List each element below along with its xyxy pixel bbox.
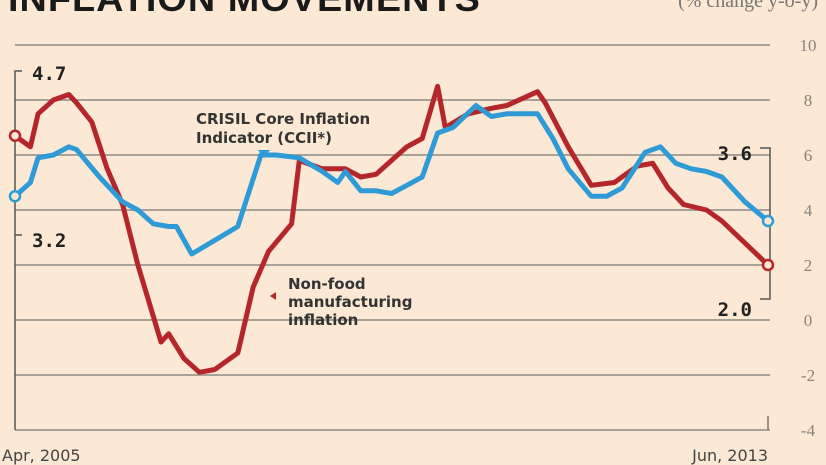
series-line-non-food [13,83,770,375]
y-tick-label: -4 [801,421,816,440]
non-food-pointer-icon [270,292,276,300]
start-bracket [14,70,22,430]
ccii-label-line: Indicator (CCII*) [196,129,332,147]
annotation-start-top: 4.7 [32,63,66,85]
series-end-point [761,258,775,272]
series-start-point [8,190,22,203]
chart-title: INFLATION MOVEMENTS [8,0,481,20]
y-tick-label: 2 [804,256,813,275]
annotation-end-bottom: 2.0 [718,299,752,321]
y-tick-label: 6 [804,146,813,165]
x-label-end: Jun, 2013 [691,446,768,465]
non-food-label-line: manufacturing [288,293,412,311]
non-food-label-line: inflation [288,311,358,329]
non-food-label-line: Non-food [288,275,366,293]
chart-subtitle: (% change y-o-y) [678,0,818,12]
y-tick-label: 0 [804,311,813,330]
x-label-start: Apr, 2005 [2,446,81,465]
annotation-end-top: 3.6 [718,143,752,165]
y-tick-label: 8 [804,91,813,110]
series-line-ccii [13,103,770,257]
series-end-point [761,214,775,228]
y-tick-label: -2 [801,366,815,385]
y-tick-label: 4 [804,201,813,220]
ccii-pointer-icon [258,150,270,158]
annotation-start-bottom: 3.2 [32,230,66,252]
y-tick-label: 10 [800,36,817,55]
series-start-point [8,129,22,142]
ccii-label-line: CRISIL Core Inflation [196,110,370,128]
